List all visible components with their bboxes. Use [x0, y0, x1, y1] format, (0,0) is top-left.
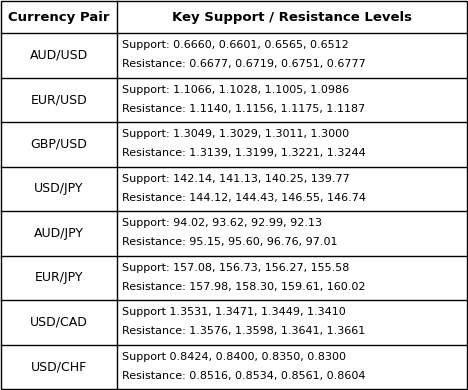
Text: Support: 0.6660, 0.6601, 0.6565, 0.6512: Support: 0.6660, 0.6601, 0.6565, 0.6512	[122, 40, 348, 50]
Text: Support: 1.3049, 1.3029, 1.3011, 1.3000: Support: 1.3049, 1.3029, 1.3011, 1.3000	[122, 129, 349, 139]
Text: USD/CAD: USD/CAD	[30, 316, 88, 329]
Text: Resistance: 1.3576, 1.3598, 1.3641, 1.3661: Resistance: 1.3576, 1.3598, 1.3641, 1.36…	[122, 326, 365, 336]
Text: EUR/JPY: EUR/JPY	[35, 271, 83, 284]
Text: USD/JPY: USD/JPY	[34, 182, 83, 195]
Text: Support: 142.14, 141.13, 140.25, 139.77: Support: 142.14, 141.13, 140.25, 139.77	[122, 174, 349, 184]
Text: Resistance: 144.12, 144.43, 146.55, 146.74: Resistance: 144.12, 144.43, 146.55, 146.…	[122, 193, 366, 203]
Text: USD/CHF: USD/CHF	[31, 360, 87, 373]
Text: AUD/USD: AUD/USD	[29, 49, 88, 62]
Text: Support 0.8424, 0.8400, 0.8350, 0.8300: Support 0.8424, 0.8400, 0.8350, 0.8300	[122, 351, 345, 362]
Text: Resistance: 1.1140, 1.1156, 1.1175, 1.1187: Resistance: 1.1140, 1.1156, 1.1175, 1.11…	[122, 104, 365, 113]
Text: Support: 1.1066, 1.1028, 1.1005, 1.0986: Support: 1.1066, 1.1028, 1.1005, 1.0986	[122, 85, 349, 94]
Text: EUR/USD: EUR/USD	[30, 93, 87, 106]
Text: Support 1.3531, 1.3471, 1.3449, 1.3410: Support 1.3531, 1.3471, 1.3449, 1.3410	[122, 307, 345, 317]
Text: AUD/JPY: AUD/JPY	[34, 227, 84, 240]
Text: Resistance: 1.3139, 1.3199, 1.3221, 1.3244: Resistance: 1.3139, 1.3199, 1.3221, 1.32…	[122, 148, 366, 158]
Text: Key Support / Resistance Levels: Key Support / Resistance Levels	[172, 11, 412, 23]
Text: Resistance: 95.15, 95.60, 96.76, 97.01: Resistance: 95.15, 95.60, 96.76, 97.01	[122, 237, 337, 247]
Text: Resistance: 157.98, 158.30, 159.61, 160.02: Resistance: 157.98, 158.30, 159.61, 160.…	[122, 282, 365, 292]
Text: Support: 157.08, 156.73, 156.27, 155.58: Support: 157.08, 156.73, 156.27, 155.58	[122, 262, 349, 273]
Text: Currency Pair: Currency Pair	[8, 11, 110, 23]
Text: Support: 94.02, 93.62, 92.99, 92.13: Support: 94.02, 93.62, 92.99, 92.13	[122, 218, 322, 228]
Text: GBP/USD: GBP/USD	[30, 138, 87, 151]
Text: Resistance: 0.6677, 0.6719, 0.6751, 0.6777: Resistance: 0.6677, 0.6719, 0.6751, 0.67…	[122, 59, 366, 69]
Text: Resistance: 0.8516, 0.8534, 0.8561, 0.8604: Resistance: 0.8516, 0.8534, 0.8561, 0.86…	[122, 370, 365, 381]
